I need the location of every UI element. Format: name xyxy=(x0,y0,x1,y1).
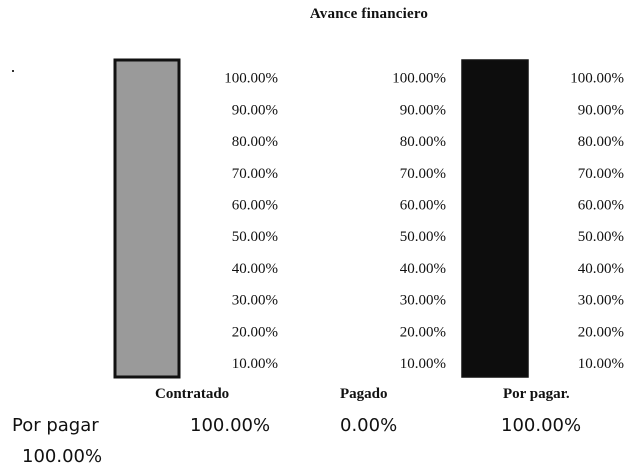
y-tick-label: 90.00% xyxy=(578,102,624,118)
y-tick-label: 60.00% xyxy=(232,198,278,214)
y-tick-label: 100.00% xyxy=(570,71,624,87)
summary-value: 100.00% xyxy=(22,446,103,467)
bar-2 xyxy=(461,59,529,378)
bars-layer xyxy=(113,58,529,379)
y-tick-label: 90.00% xyxy=(232,102,278,118)
value-label-pagado: 0.00% xyxy=(340,415,398,436)
y-tick-label: 40.00% xyxy=(578,261,624,277)
summary-label: Por pagar xyxy=(12,415,99,436)
y-tick-label: 10.00% xyxy=(232,356,278,372)
y-tick-label: 50.00% xyxy=(578,229,624,245)
y-tick-label: 100.00% xyxy=(224,71,278,87)
y-tick-label: 70.00% xyxy=(400,166,446,182)
y-tick-label: 30.00% xyxy=(232,293,278,309)
chart-title: Avance financiero xyxy=(309,6,429,22)
stray-dot xyxy=(12,70,14,72)
y-tick-label: 80.00% xyxy=(232,134,278,150)
y-tick-label: 60.00% xyxy=(400,198,446,214)
value-label-contratado: 100.00% xyxy=(190,415,271,436)
bar-0 xyxy=(113,58,181,379)
category-label-contratado: Contratado xyxy=(155,386,230,402)
category-label-pagado: Pagado xyxy=(340,386,388,402)
category-label-por-pagar: Por pagar. xyxy=(503,386,570,402)
y-tick-label: 60.00% xyxy=(578,198,624,214)
y-tick-label: 10.00% xyxy=(400,356,446,372)
y-tick-label: 30.00% xyxy=(578,293,624,309)
y-tick-label: 40.00% xyxy=(400,261,446,277)
axes-layer: 10.00% 10.00% 10.00% 20.00% 20.00% 20.00% 30.0… xyxy=(224,71,624,372)
y-tick-label: 80.00% xyxy=(578,134,624,150)
y-tick-label: 70.00% xyxy=(578,166,624,182)
y-tick-label: 50.00% xyxy=(232,229,278,245)
y-tick-label: 20.00% xyxy=(578,324,624,340)
y-tick-label: 20.00% xyxy=(232,324,278,340)
y-tick-label: 20.00% xyxy=(400,324,446,340)
value-label-por-pagar: 100.00% xyxy=(501,415,582,436)
y-tick-label: 70.00% xyxy=(232,166,278,182)
y-tick-label: 80.00% xyxy=(400,134,446,150)
y-tick-label: 50.00% xyxy=(400,229,446,245)
y-tick-label: 10.00% xyxy=(578,356,624,372)
y-tick-label: 90.00% xyxy=(400,102,446,118)
y-tick-label: 100.00% xyxy=(392,71,446,87)
y-tick-label: 30.00% xyxy=(400,293,446,309)
y-tick-label: 40.00% xyxy=(232,261,278,277)
